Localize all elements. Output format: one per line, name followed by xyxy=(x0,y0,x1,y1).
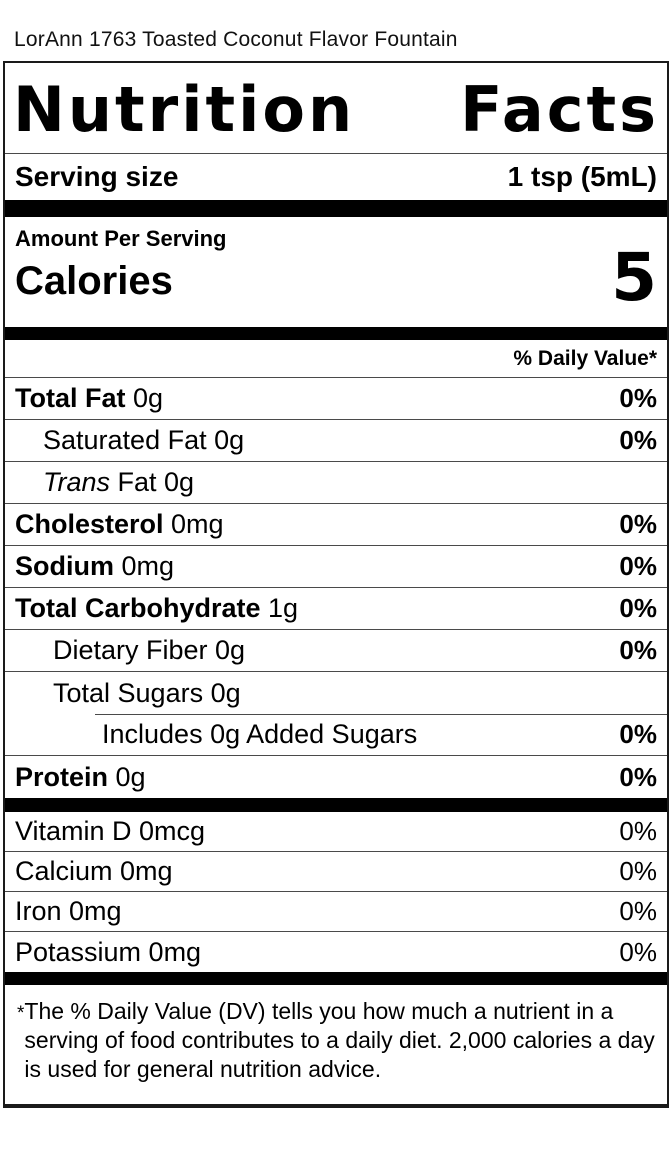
daily-value-footnote: * The % Daily Value (DV) tells you how m… xyxy=(5,985,667,1104)
nutrient-name: Potassium 0mg xyxy=(15,936,202,967)
nutrition-facts-word-nutrition: Nutrition xyxy=(13,73,356,146)
nutrient-row-potassium: Potassium 0mg 0% xyxy=(5,932,667,972)
nutrient-row-total-sugars: Total Sugars 0g xyxy=(5,672,667,714)
nutrient-daily-value: 0% xyxy=(619,856,657,886)
nutrient-name: Dietary Fiber 0g xyxy=(53,635,246,665)
nutrient-daily-value: 0% xyxy=(619,816,657,846)
daily-value-header: % Daily Value* xyxy=(5,340,667,378)
nutrient-name: Vitamin D 0mcg xyxy=(15,816,206,846)
nutrient-daily-value: 0% xyxy=(619,896,657,926)
product-title: LorAnn 1763 Toasted Coconut Flavor Fount… xyxy=(14,28,458,51)
serving-size-label: Serving size xyxy=(15,161,179,192)
calories-section: Amount Per Serving Calories 5 xyxy=(5,217,667,327)
nutrient-name: Iron 0mg xyxy=(15,896,122,926)
divider-bar-medium xyxy=(5,327,667,340)
calories-value: 5 xyxy=(611,239,657,316)
nutrient-row-trans-fat: Trans Fat 0g xyxy=(5,462,667,504)
nutrient-daily-value: 0% xyxy=(619,635,657,665)
nutrient-daily-value: 0% xyxy=(619,551,657,581)
nutrient-daily-value: 0% xyxy=(619,425,657,455)
nutrient-name: Total Sugars 0g xyxy=(53,677,241,708)
nutrient-name: Total Fat 0g xyxy=(15,383,164,413)
nutrient-row-total-carbohydrate: Total Carbohydrate 1g 0% xyxy=(5,588,667,630)
nutrient-name: Saturated Fat 0g xyxy=(43,425,245,455)
nutrient-daily-value: 0% xyxy=(619,719,657,749)
serving-size-value: 1 tsp (5mL) xyxy=(507,161,657,192)
calories-label: Calories xyxy=(15,259,173,303)
nutrition-facts-label: Nutrition Facts Serving size 1 tsp (5mL)… xyxy=(3,61,669,1108)
nutrient-row-cholesterol: Cholesterol 0mg 0% xyxy=(5,504,667,546)
nutrient-name: Cholesterol 0mg xyxy=(15,509,224,539)
divider-bar-thick xyxy=(5,798,667,812)
nutrient-daily-value: 0% xyxy=(619,509,657,539)
serving-size-row: Serving size 1 tsp (5mL) xyxy=(5,154,667,200)
footnote-asterisk: * xyxy=(17,1003,25,1024)
nutrient-name: Total Carbohydrate 1g xyxy=(15,593,299,623)
nutrient-row-calcium: Calcium 0mg 0% xyxy=(5,852,667,892)
nutrient-row-dietary-fiber: Dietary Fiber 0g 0% xyxy=(5,630,667,672)
nutrient-row-sodium: Sodium 0mg 0% xyxy=(5,546,667,588)
nutrient-daily-value: 0% xyxy=(619,383,657,413)
nutrient-name: Includes 0g Added Sugars xyxy=(102,719,418,749)
divider-bar-thick xyxy=(5,200,667,217)
nutrient-row-added-sugars: Includes 0g Added Sugars 0% xyxy=(5,714,667,756)
divider-bar-medium xyxy=(5,972,667,985)
nutrient-daily-value: 0% xyxy=(619,593,657,623)
nutrition-facts-heading: Nutrition Facts xyxy=(5,63,667,154)
nutrient-row-total-fat: Total Fat 0g 0% xyxy=(5,378,667,420)
footnote-text: The % Daily Value (DV) tells you how muc… xyxy=(24,998,655,1082)
nutrient-row-saturated-fat: Saturated Fat 0g 0% xyxy=(5,420,667,462)
nutrient-daily-value: 0% xyxy=(619,761,657,792)
nutrient-row-vitamin-d: Vitamin D 0mcg 0% xyxy=(5,812,667,852)
nutrient-row-protein: Protein 0g 0% xyxy=(5,756,667,798)
nutrient-name: Calcium 0mg xyxy=(15,856,173,886)
nutrient-row-iron: Iron 0mg 0% xyxy=(5,892,667,932)
nutrition-facts-word-facts: Facts xyxy=(460,73,659,146)
nutrient-name: Sodium 0mg xyxy=(15,551,175,581)
nutrient-name: Protein 0g xyxy=(15,761,146,792)
nutrient-daily-value: 0% xyxy=(619,936,657,967)
nutrient-name: Trans Fat 0g xyxy=(43,467,195,497)
amount-per-serving-label: Amount Per Serving xyxy=(15,226,227,251)
